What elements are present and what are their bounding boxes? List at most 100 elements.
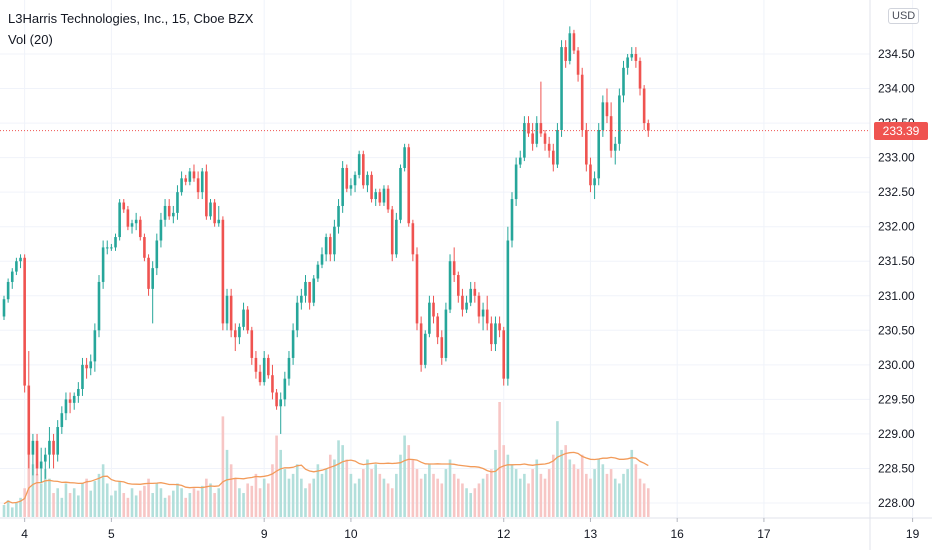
candle-body — [205, 171, 208, 217]
volume-bar — [225, 449, 229, 517]
volume-bar — [134, 495, 138, 517]
candle-body — [89, 361, 93, 369]
volume-bar — [167, 495, 171, 517]
candle-body — [448, 261, 452, 310]
symbol-title[interactable]: L3Harris Technologies, Inc., 15, Cboe BZ… — [8, 11, 254, 26]
candle-body — [176, 192, 179, 213]
volume-bar — [386, 483, 390, 517]
candle-body — [498, 323, 501, 331]
volume-bar — [233, 478, 237, 517]
candle-body — [568, 33, 572, 61]
volume-bar — [188, 493, 192, 517]
candle-body — [353, 174, 357, 186]
candle-body — [283, 378, 287, 400]
candle-body — [609, 116, 613, 151]
candlestick-series — [2, 26, 650, 483]
candle-body — [535, 123, 539, 144]
candle-body — [35, 440, 39, 469]
volume-bar — [213, 493, 216, 517]
volume-bar — [110, 495, 113, 517]
time-tick-label: 16 — [671, 527, 685, 541]
candle-body — [151, 268, 154, 289]
candle-body — [523, 123, 526, 158]
volume-bar — [473, 488, 477, 517]
price-axis[interactable]: 234.50234.00233.50233.00232.50232.00231.… — [869, 0, 915, 550]
candle-body — [419, 323, 423, 365]
candle-body — [436, 316, 439, 338]
volume-bar — [184, 497, 188, 517]
candle-body — [126, 209, 130, 227]
volume-bar — [531, 469, 534, 517]
volume-bar — [31, 464, 35, 517]
volume-bar — [481, 478, 485, 517]
candle-body — [246, 309, 249, 331]
candle-body — [184, 178, 188, 182]
candle-body — [597, 129, 601, 179]
time-axis[interactable]: 4 5 9 10 12 13 16 17 19 — [0, 517, 932, 541]
candle-body — [601, 102, 605, 130]
candle-body — [370, 174, 373, 200]
candle-body — [262, 357, 266, 383]
volume-bar — [77, 495, 80, 517]
volume-bar — [382, 478, 386, 517]
candle-body — [564, 47, 567, 61]
volume-bar — [48, 478, 51, 517]
candle-body — [638, 60, 642, 89]
candle-body — [275, 392, 278, 407]
volume-bar — [564, 445, 567, 517]
volume-bar — [337, 440, 340, 517]
candle-body — [138, 219, 142, 238]
volume-bar — [353, 483, 357, 517]
volume-bar — [209, 483, 212, 517]
price-tick-label: 229.00 — [878, 427, 915, 441]
volume-indicator-label[interactable]: Vol (20) — [8, 32, 53, 47]
volume-bar — [452, 473, 456, 517]
candle-body — [291, 330, 295, 358]
price-tick-label: 228.50 — [878, 461, 915, 475]
volume-bar — [589, 478, 592, 517]
candle-body — [300, 295, 303, 303]
volume-bar — [609, 469, 613, 517]
candle-body — [407, 147, 411, 224]
volume-bar — [118, 481, 121, 517]
volume-bar — [362, 469, 365, 517]
volume-bar — [205, 478, 208, 517]
candle-body — [97, 281, 101, 331]
volume-bar — [27, 433, 31, 517]
candle-body — [52, 440, 55, 455]
candle-body — [341, 167, 344, 206]
candle-body — [399, 167, 402, 220]
volume-bar — [444, 469, 448, 517]
candle-body — [105, 247, 109, 249]
candle-body — [642, 88, 646, 124]
volume-bar — [502, 445, 506, 517]
candle-body — [333, 226, 336, 255]
candle-body — [233, 330, 237, 338]
currency-label[interactable]: USD — [888, 8, 920, 24]
volume-bar — [415, 469, 419, 517]
candle-body — [556, 129, 559, 165]
candle-body — [386, 188, 390, 210]
candle-body — [77, 389, 80, 396]
candle-body — [622, 67, 625, 96]
candle-body — [378, 192, 382, 203]
candle-body — [304, 281, 307, 296]
volume-bar — [477, 483, 481, 517]
volume-bar — [68, 493, 72, 517]
volume-bar — [126, 497, 130, 517]
volume-bar — [328, 454, 332, 517]
volume-bar — [254, 473, 258, 517]
candle-body — [527, 123, 530, 134]
candle-body — [143, 237, 146, 258]
volume-bar — [308, 483, 311, 517]
candle-body — [585, 129, 588, 165]
price-tick-label: 234.00 — [878, 82, 915, 96]
candle-body — [477, 295, 481, 317]
volume-bar — [535, 459, 539, 517]
volume-bar — [551, 454, 555, 517]
volume-bar — [105, 483, 109, 517]
volume-bar — [242, 493, 245, 517]
candle-body — [209, 202, 212, 217]
candle-body — [287, 357, 291, 379]
